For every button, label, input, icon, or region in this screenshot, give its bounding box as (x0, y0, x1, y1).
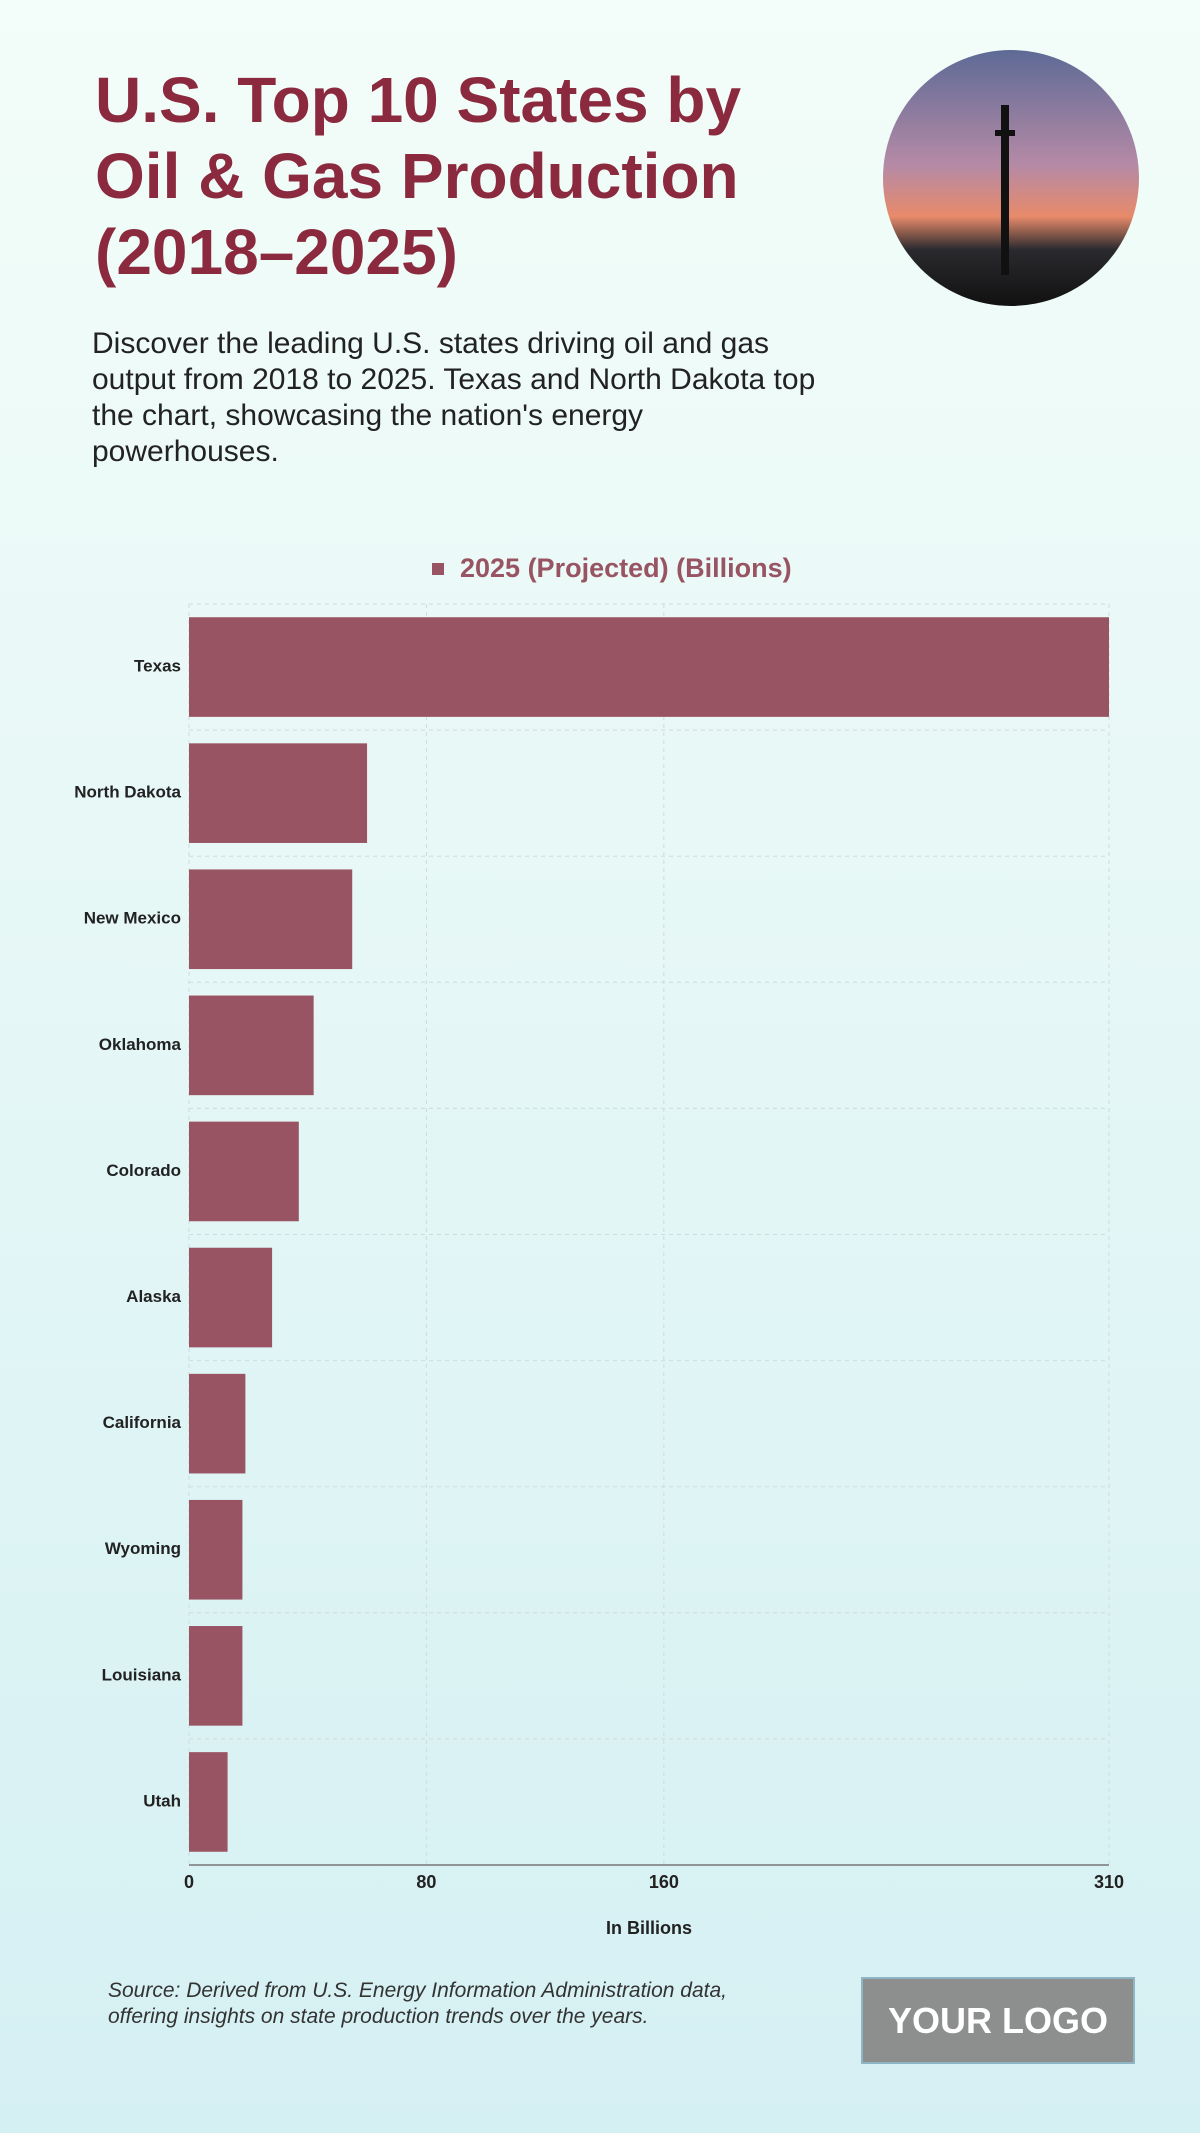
x-axis-title: In Billions (606, 1918, 692, 1938)
bar (189, 1752, 228, 1852)
x-tick-label: 160 (649, 1872, 679, 1892)
bar (189, 1626, 243, 1726)
title: U.S. Top 10 States by Oil & Gas Producti… (95, 64, 742, 288)
bar (189, 995, 314, 1096)
bar (189, 1373, 246, 1474)
y-tick-label: Utah (143, 1791, 181, 1810)
bar (189, 1499, 243, 1600)
x-tick-label: 80 (416, 1872, 436, 1892)
subtitle: Discover the leading U.S. states driving… (92, 327, 816, 468)
y-tick-label: Colorado (106, 1161, 181, 1180)
legend-label: 2025 (Projected) (Billions) (460, 553, 792, 583)
y-tick-label: Wyoming (105, 1539, 181, 1558)
bar (189, 617, 1109, 717)
bar (189, 1121, 299, 1222)
logo: YOUR LOGO (861, 1977, 1135, 2064)
y-tick-label: Alaska (126, 1287, 181, 1306)
y-tick-label: New Mexico (84, 909, 181, 928)
y-tick-label: Oklahoma (99, 1035, 182, 1054)
y-tick-label: North Dakota (74, 783, 181, 802)
photo (883, 50, 1139, 306)
x-tick-label: 310 (1094, 1872, 1124, 1892)
bar (189, 743, 368, 843)
legend-marker (432, 563, 444, 575)
bar (189, 1247, 273, 1348)
y-tick-label: Louisiana (102, 1665, 182, 1684)
y-tick-label: California (103, 1413, 182, 1432)
y-tick-label: Texas (134, 657, 181, 676)
source: Source: Derived from U.S. Energy Informa… (108, 1979, 727, 2028)
bar (189, 869, 353, 970)
x-tick-label: 0 (184, 1872, 194, 1892)
